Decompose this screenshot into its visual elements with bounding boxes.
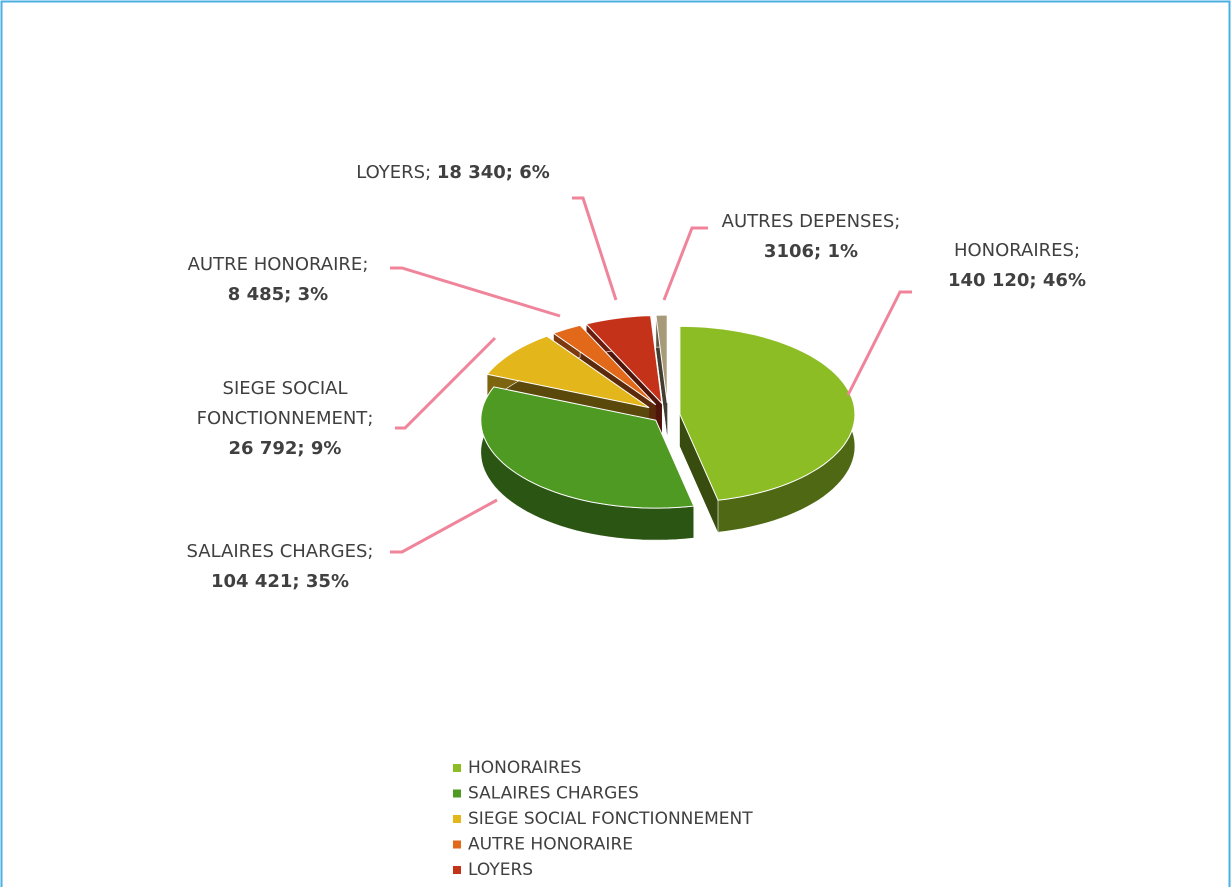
label-separator: ;: [292, 571, 306, 592]
label-separator: ;: [894, 211, 901, 232]
legend-label: SALAIRES CHARGES: [468, 784, 639, 804]
data-label: HONORAIRES; 140 120; 46%: [907, 236, 1127, 296]
slice: [679, 325, 856, 533]
label-category: SIEGE SOCIAL FONCTIONNEMENT: [196, 378, 368, 429]
slice-top: [679, 325, 856, 501]
label-category: LOYERS: [356, 162, 426, 183]
slice-top: [552, 324, 657, 406]
data-label: SIEGE SOCIAL FONCTIONNEMENT; 26 792; 9%: [165, 374, 405, 464]
label-percent: 1%: [827, 241, 859, 262]
slice-top: [585, 315, 663, 405]
leader-line: [846, 290, 912, 396]
label-separator: ;: [367, 541, 374, 562]
label-value: 26 792: [228, 438, 298, 459]
label-separator: ;: [814, 241, 828, 262]
label-separator: ;: [425, 162, 437, 183]
label-value: 104 421: [211, 571, 293, 592]
label-category: AUTRE HONORAIRE: [187, 254, 363, 275]
label-separator: ;: [505, 162, 520, 183]
label-separator: ;: [1029, 270, 1043, 291]
label-values: 18 340; 6%: [437, 162, 550, 183]
label-value: 3106: [763, 241, 815, 262]
legend-swatch: [453, 840, 461, 849]
label-values: 8 485; 3%: [228, 284, 328, 305]
legend-swatch: [453, 866, 461, 874]
legend-label: LOYERS: [468, 860, 533, 880]
slice: [480, 386, 695, 541]
label-separator: ;: [362, 254, 369, 275]
label-percent: 9%: [310, 438, 342, 459]
leader-line: [395, 336, 497, 430]
label-value: 8 485: [227, 284, 285, 305]
slice-wall: [679, 414, 718, 533]
label-category: SALAIRES CHARGES: [186, 541, 368, 562]
legend-swatch: [453, 815, 461, 823]
label-percent: 3%: [297, 284, 329, 305]
label-category: HONORAIRES: [953, 240, 1074, 261]
leader-line: [572, 196, 618, 301]
data-label: SALAIRES CHARGES; 104 421; 35%: [150, 537, 410, 597]
legend-label: SIEGE SOCIAL FONCTIONNEMENT: [468, 809, 753, 829]
slice: [655, 314, 668, 435]
leader-line: [390, 266, 561, 318]
label-separator: ;: [284, 284, 298, 305]
label-percent: 35%: [305, 571, 349, 592]
label-percent: 6%: [519, 162, 550, 183]
label-category: AUTRES DEPENSES: [721, 211, 895, 232]
legend-swatch: [453, 764, 461, 772]
label-values: 104 421; 35%: [211, 571, 349, 592]
label-value: 140 120: [948, 270, 1030, 291]
legend-label: AUTRE HONORAIRE: [468, 835, 633, 855]
slice-top: [486, 335, 650, 409]
slice-top: [655, 314, 668, 404]
legend: HONORAIRES SALAIRES CHARGES SIEGE SOCIAL F…: [453, 758, 753, 887]
label-values: 3106; 1%: [764, 241, 858, 262]
slice-top: [480, 386, 695, 509]
label-values: 140 120; 46%: [948, 270, 1086, 291]
data-label: AUTRE HONORAIRE; 8 485; 3%: [158, 250, 398, 310]
legend-swatch: [453, 789, 461, 798]
label-separator: ;: [297, 438, 311, 459]
label-percent: 46%: [1042, 270, 1086, 291]
legend-label: HONORAIRES: [468, 758, 581, 778]
label-separator: ;: [367, 408, 374, 429]
label-value: 18 340: [436, 162, 506, 183]
leader-line: [662, 226, 708, 301]
data-label: AUTRES DEPENSES; 3106; 1%: [701, 207, 921, 267]
data-label: LOYERS; 18 340; 6%: [303, 158, 603, 188]
legend-label: AUTRES DEPENSES: [468, 886, 631, 887]
label-values: 26 792; 9%: [229, 438, 342, 459]
leader-line: [390, 498, 498, 554]
label-separator: ;: [1073, 240, 1081, 261]
